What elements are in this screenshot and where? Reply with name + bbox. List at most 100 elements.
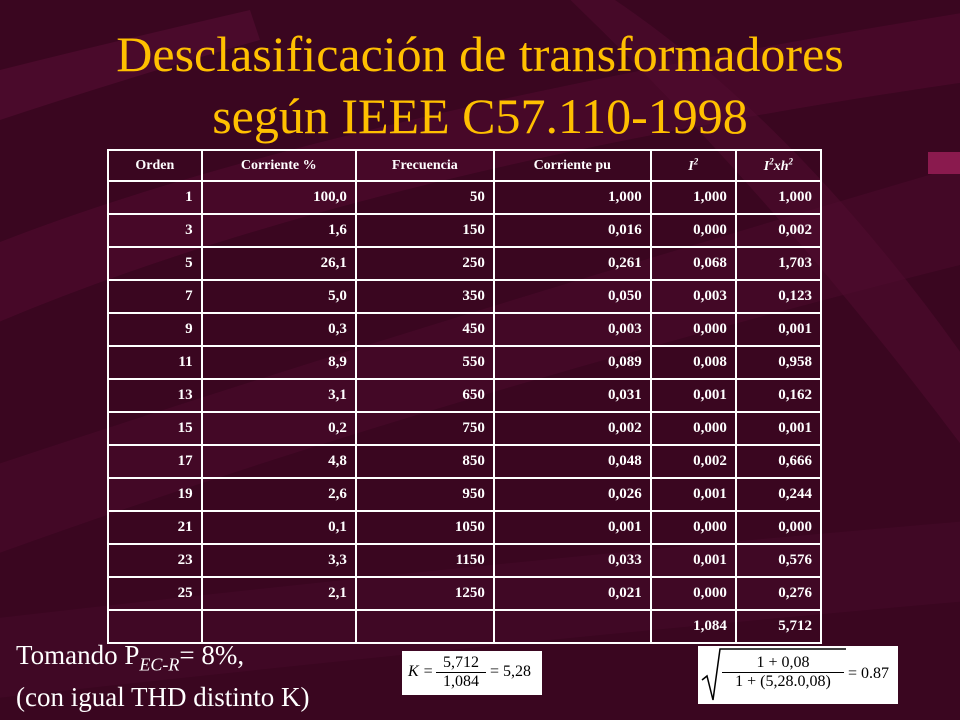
table-cell (107, 609, 203, 644)
table-cell: 1,6 (200, 213, 357, 248)
table-row: 19 2,6 950 0,026 0,001 0,244 (107, 477, 823, 512)
table-cell: 750 (354, 411, 495, 446)
table-row: 3 1,6 150 0,016 0,000 0,002 (107, 213, 823, 248)
table-cell: 3,1 (200, 378, 357, 413)
header-corriente-pct: Corriente % (200, 149, 357, 182)
table-cell: 25 (107, 576, 203, 611)
table-cell: 26,1 (200, 246, 357, 281)
table-cell: 250 (354, 246, 495, 281)
table-cell: 15 (107, 411, 203, 446)
header-corriente-pu: Corriente pu (492, 149, 652, 182)
header-i2: I2 (649, 149, 737, 182)
harmonics-table: Orden Corriente % Frecuencia Corriente p… (107, 149, 823, 644)
header-frecuencia: Frecuencia (354, 149, 495, 182)
table-row: 7 5,0 350 0,050 0,003 0,123 (107, 279, 823, 314)
table-cell: 0,008 (649, 345, 737, 380)
table-cell: 0,123 (734, 279, 823, 314)
derating-denominator: 1 + (5,28.0,08) (735, 673, 831, 690)
table-cell: 1250 (354, 576, 495, 611)
table-cell: 1,703 (734, 246, 823, 281)
note-suffix: = 8%, (179, 640, 245, 670)
table-cell: 950 (354, 477, 495, 512)
table-header-row: Orden Corriente % Frecuencia Corriente p… (107, 149, 823, 182)
table-cell (492, 609, 652, 644)
table-cell: 0,001 (492, 510, 652, 545)
table-cell: 0,958 (734, 345, 823, 380)
derating-result: = 0.87 (848, 665, 890, 682)
table-cell: 17 (107, 444, 203, 479)
table-cell: 1150 (354, 543, 495, 578)
table-row: 1 100,0 50 1,000 1,000 1,000 (107, 180, 823, 215)
table-row: 13 3,1 650 0,031 0,001 0,162 (107, 378, 823, 413)
table-row: 9 0,3 450 0,003 0,000 0,001 (107, 312, 823, 347)
slide-title-line1: Desclasificación de transformadores (116, 26, 844, 82)
table-cell: 350 (354, 279, 495, 314)
table-cell: 0,001 (734, 312, 823, 347)
table-cell: 5,0 (200, 279, 357, 314)
derating-fraction: 1 + 0,08 1 + (5,28.0,08) (722, 654, 844, 691)
table-cell: 0,2 (200, 411, 357, 446)
derating-formula: 1 + 0,08 1 + (5,28.0,08) = 0.87 (698, 646, 898, 704)
table-body: 1 100,0 50 1,000 1,000 1,000 3 1,6 150 0,016 0,000… (107, 180, 823, 644)
table-cell: 850 (354, 444, 495, 479)
table-cell: 8,9 (200, 345, 357, 380)
table-cell: 0,002 (734, 213, 823, 248)
k-numerator: 5,712 (436, 654, 486, 673)
table-row: 5 26,1 250 0,261 0,068 1,703 (107, 246, 823, 281)
table-cell: 650 (354, 378, 495, 413)
table-cell: 2,1 (200, 576, 357, 611)
table-cell: 1,000 (649, 180, 737, 215)
table-cell: 7 (107, 279, 203, 314)
k-lhs: K = (408, 663, 434, 680)
sqrt-sign-icon (701, 648, 846, 701)
table-cell: 5,712 (734, 609, 823, 644)
k-denominator: 1,084 (443, 673, 479, 690)
table-cell: 0,000 (734, 510, 823, 545)
table-cell: 0,016 (492, 213, 652, 248)
header-orden: Orden (107, 149, 203, 182)
header-i2xh2: I2xh2 (734, 149, 823, 182)
table-cell: 0,666 (734, 444, 823, 479)
table-cell: 0,576 (734, 543, 823, 578)
table-cell: 21 (107, 510, 203, 545)
table-cell: 0,244 (734, 477, 823, 512)
table-cell: 0,1 (200, 510, 357, 545)
table-cell: 3,3 (200, 543, 357, 578)
table-cell: 0,000 (649, 411, 737, 446)
k-factor-formula: K = 5,712 1,084 = 5,28 (402, 651, 542, 695)
table-cell: 450 (354, 312, 495, 347)
table-cell: 2,6 (200, 477, 357, 512)
table-cell: 0,276 (734, 576, 823, 611)
k-fraction: 5,712 1,084 (436, 654, 486, 691)
table-cell: 0,089 (492, 345, 652, 380)
note-line2: (con igual THD distinto K) (16, 682, 310, 712)
table-cell (354, 609, 495, 644)
table-cell: 0,003 (649, 279, 737, 314)
table-cell: 0,048 (492, 444, 652, 479)
table-cell: 1,000 (734, 180, 823, 215)
table-cell: 0,050 (492, 279, 652, 314)
table-row: 17 4,8 850 0,048 0,002 0,666 (107, 444, 823, 479)
table-cell: 150 (354, 213, 495, 248)
table-cell: 0,001 (649, 378, 737, 413)
table-totals-row: 1,084 5,712 (107, 609, 823, 644)
table-cell: 0,162 (734, 378, 823, 413)
table-cell: 1 (107, 180, 203, 215)
table-cell: 100,0 (200, 180, 357, 215)
table-cell: 9 (107, 312, 203, 347)
table-cell: 11 (107, 345, 203, 380)
table-cell: 1050 (354, 510, 495, 545)
table-cell: 13 (107, 378, 203, 413)
table-row: 25 2,1 1250 0,021 0,000 0,276 (107, 576, 823, 611)
table-cell: 0,3 (200, 312, 357, 347)
table-cell: 0,000 (649, 510, 737, 545)
table-row: 15 0,2 750 0,002 0,000 0,001 (107, 411, 823, 446)
note-line1: Tomando PEC-R= 8%, (16, 640, 244, 675)
derating-numerator: 1 + 0,08 (722, 654, 844, 673)
table-cell: 19 (107, 477, 203, 512)
table-row: 23 3,3 1150 0,033 0,001 0,576 (107, 543, 823, 578)
table-cell: 0,026 (492, 477, 652, 512)
table-cell: 0,261 (492, 246, 652, 281)
note-subscript: EC-R (139, 654, 180, 675)
table-cell: 4,8 (200, 444, 357, 479)
